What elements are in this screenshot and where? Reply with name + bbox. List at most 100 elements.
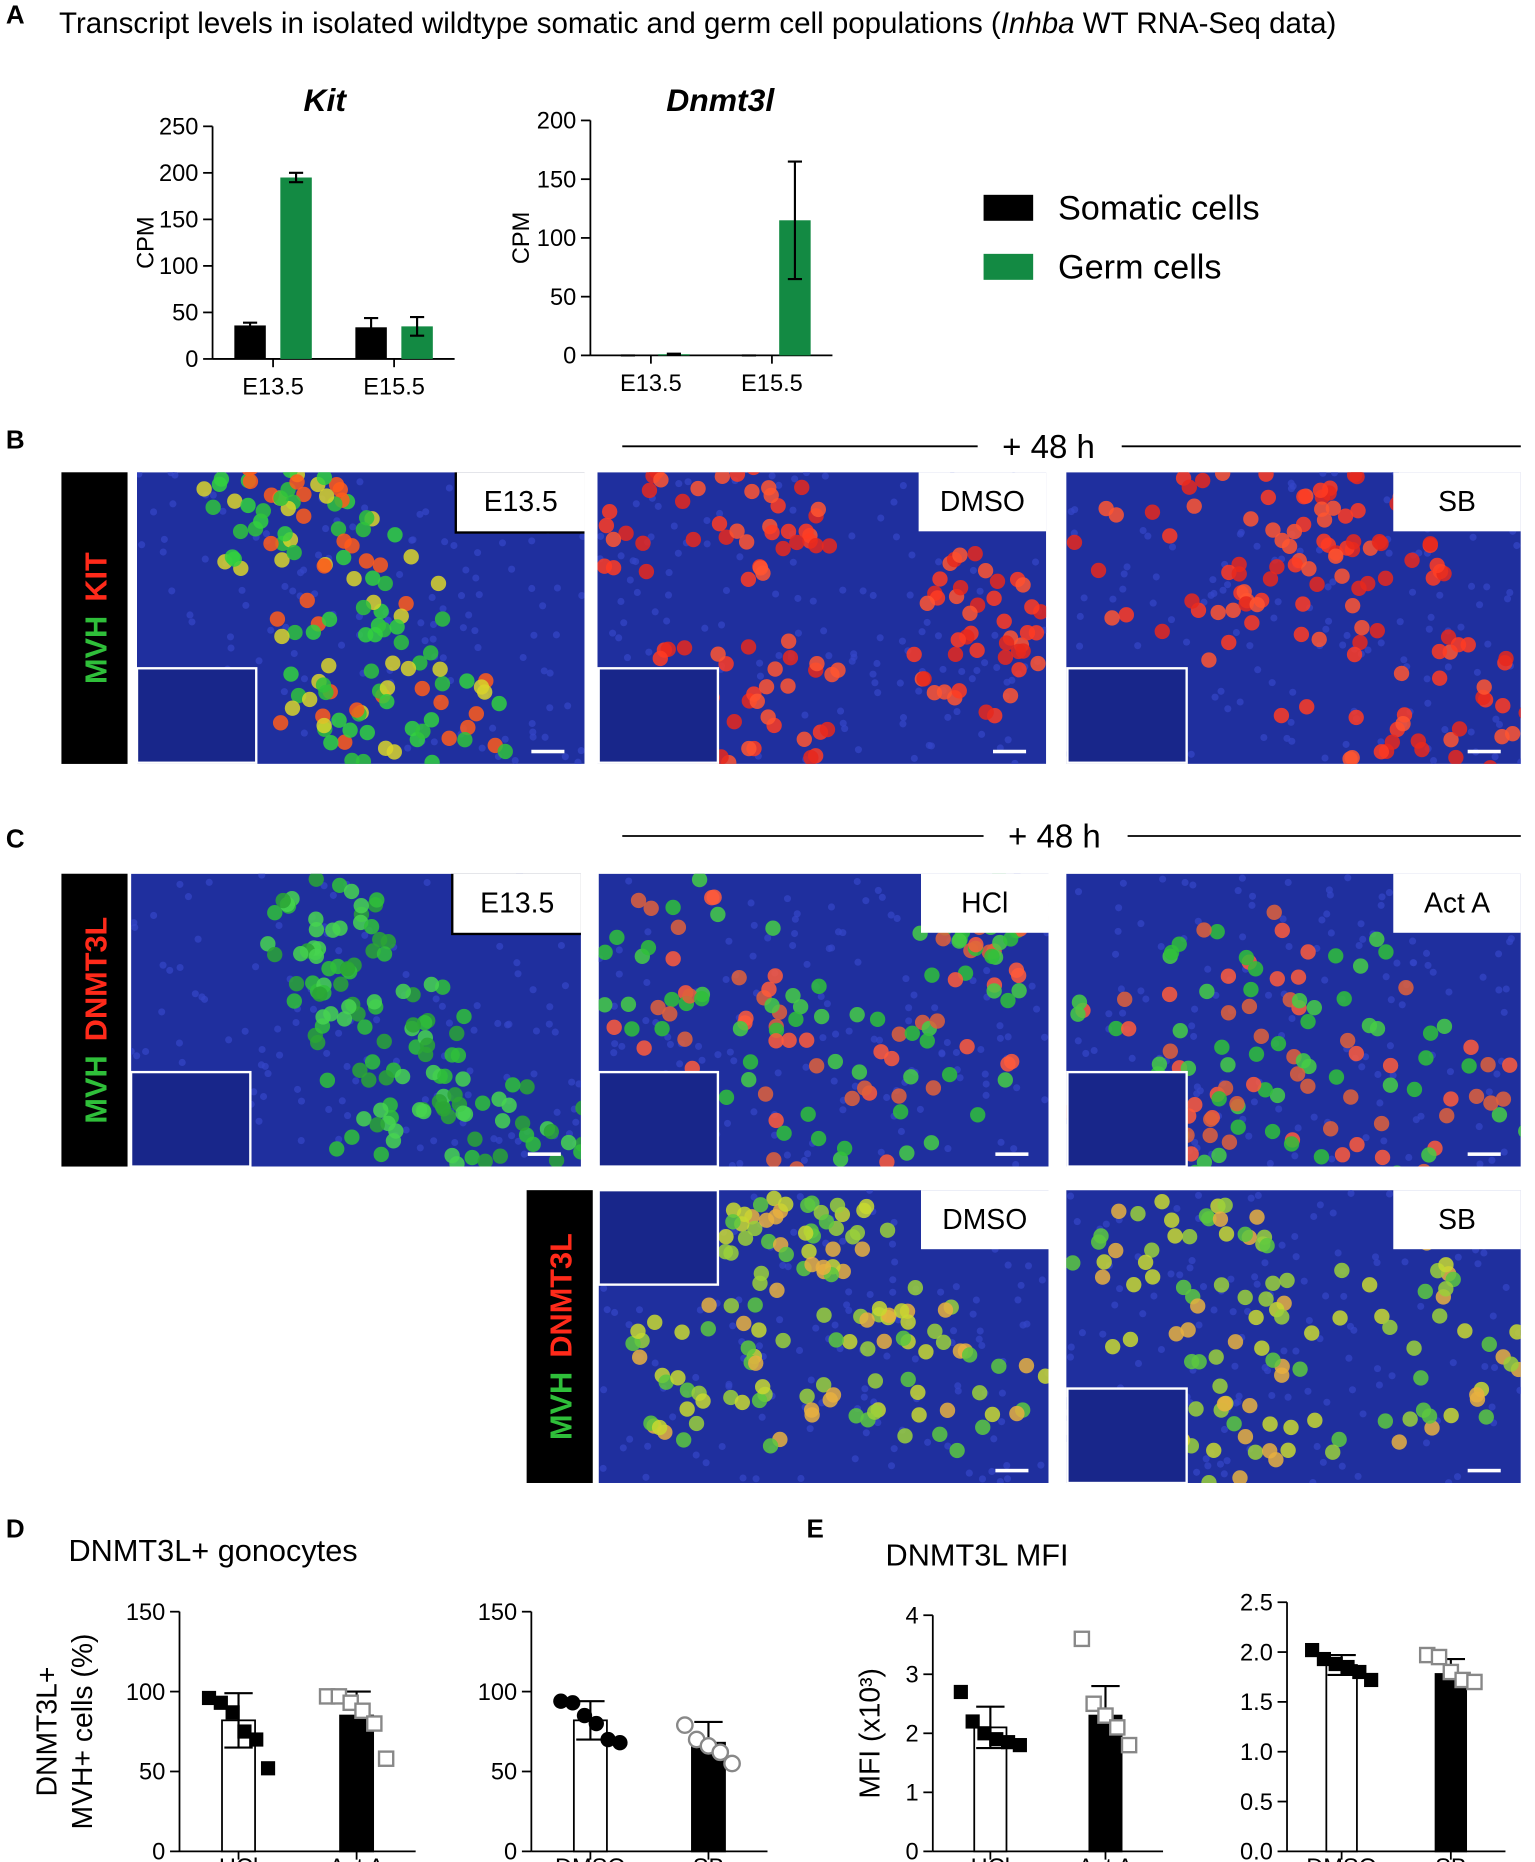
cell [1349,1136,1365,1153]
nucleus [281,582,289,590]
nucleus [1357,920,1365,928]
nucleus [1011,759,1019,764]
cell [842,1333,858,1350]
cell [729,472,746,482]
cell [815,1377,832,1393]
cell [723,1389,739,1406]
cell [1349,472,1365,485]
nucleus [1388,1372,1396,1380]
nucleus [1358,1063,1366,1071]
nucleus [990,1435,998,1443]
nucleus [1102,1220,1110,1228]
cell [1334,1147,1351,1163]
nucleus [242,601,250,609]
cell [860,1341,876,1357]
scale-bar [1467,749,1501,754]
cell [305,624,322,640]
cell [1402,1411,1418,1427]
y-tick-label: 2 [905,1722,918,1748]
nucleus [804,1150,812,1158]
image-label: HCl [961,888,1008,920]
nucleus [1310,1212,1318,1221]
nucleus [692,1373,700,1382]
cell [1168,1326,1184,1342]
nucleus [1157,1345,1165,1354]
cell [1342,751,1358,764]
nucleus [1400,656,1408,664]
nucleus [1186,1264,1194,1272]
nucleus [851,1455,859,1463]
cell [900,1314,916,1330]
cell [1203,1111,1219,1128]
cell [749,693,765,709]
nucleus [828,944,836,952]
nucleus [626,1435,634,1443]
nucleus [1387,996,1395,1004]
nucleus [1362,1134,1370,1142]
cell [758,679,775,695]
cell [1208,1349,1224,1365]
cell [1404,552,1420,568]
cell [1237,1226,1253,1242]
cell [911,1407,927,1423]
nucleus [625,1321,633,1329]
nucleus [834,928,843,936]
cell [1468,1088,1485,1105]
nucleus [1260,733,1268,742]
cell [951,683,967,699]
y-tick-label: 100 [126,1680,165,1706]
cell [267,946,283,963]
nucleus [1386,1042,1394,1050]
nucleus [478,744,486,752]
nucleus [275,921,283,930]
x-tick-label: SB [1435,1855,1467,1862]
nucleus [530,1070,538,1078]
cell [1352,634,1368,651]
cell [609,929,625,946]
nucleus [854,958,862,966]
cell [972,1385,988,1401]
nucleus [891,1258,899,1266]
cell [740,639,757,655]
cell [1429,557,1445,574]
cell [775,540,791,557]
cell [434,676,451,692]
nucleus [1449,1359,1457,1367]
cell [269,611,286,627]
cell [813,1008,830,1025]
cell [1498,650,1514,667]
nucleus [1492,715,1500,723]
nucleus [726,1048,734,1056]
cell [1334,1262,1350,1279]
cell [1438,1257,1454,1273]
cell [560,1134,577,1151]
cell [932,1426,948,1442]
cell [1290,969,1307,985]
nucleus [474,549,482,557]
cell [394,1068,411,1085]
nucleus [1204,1462,1212,1470]
cell [804,1256,820,1273]
cell [318,488,335,504]
cell [1262,571,1279,587]
nucleus [150,508,158,516]
cell [1213,1277,1230,1293]
cell [1262,1443,1278,1459]
nucleus [520,1150,528,1158]
cell [1161,986,1178,1003]
nucleus [651,1359,659,1367]
nucleus [1120,570,1128,578]
cell [1108,507,1124,523]
nucleus [1264,991,1273,999]
nucleus [1417,1302,1425,1310]
cell [1283,1136,1300,1152]
cell [1281,538,1298,555]
nucleus [422,508,430,516]
cell [1118,607,1135,623]
nucleus [789,558,797,566]
nucleus [1340,1292,1348,1300]
cell [769,1282,785,1298]
point [1012,1738,1027,1753]
cell [751,1392,768,1409]
